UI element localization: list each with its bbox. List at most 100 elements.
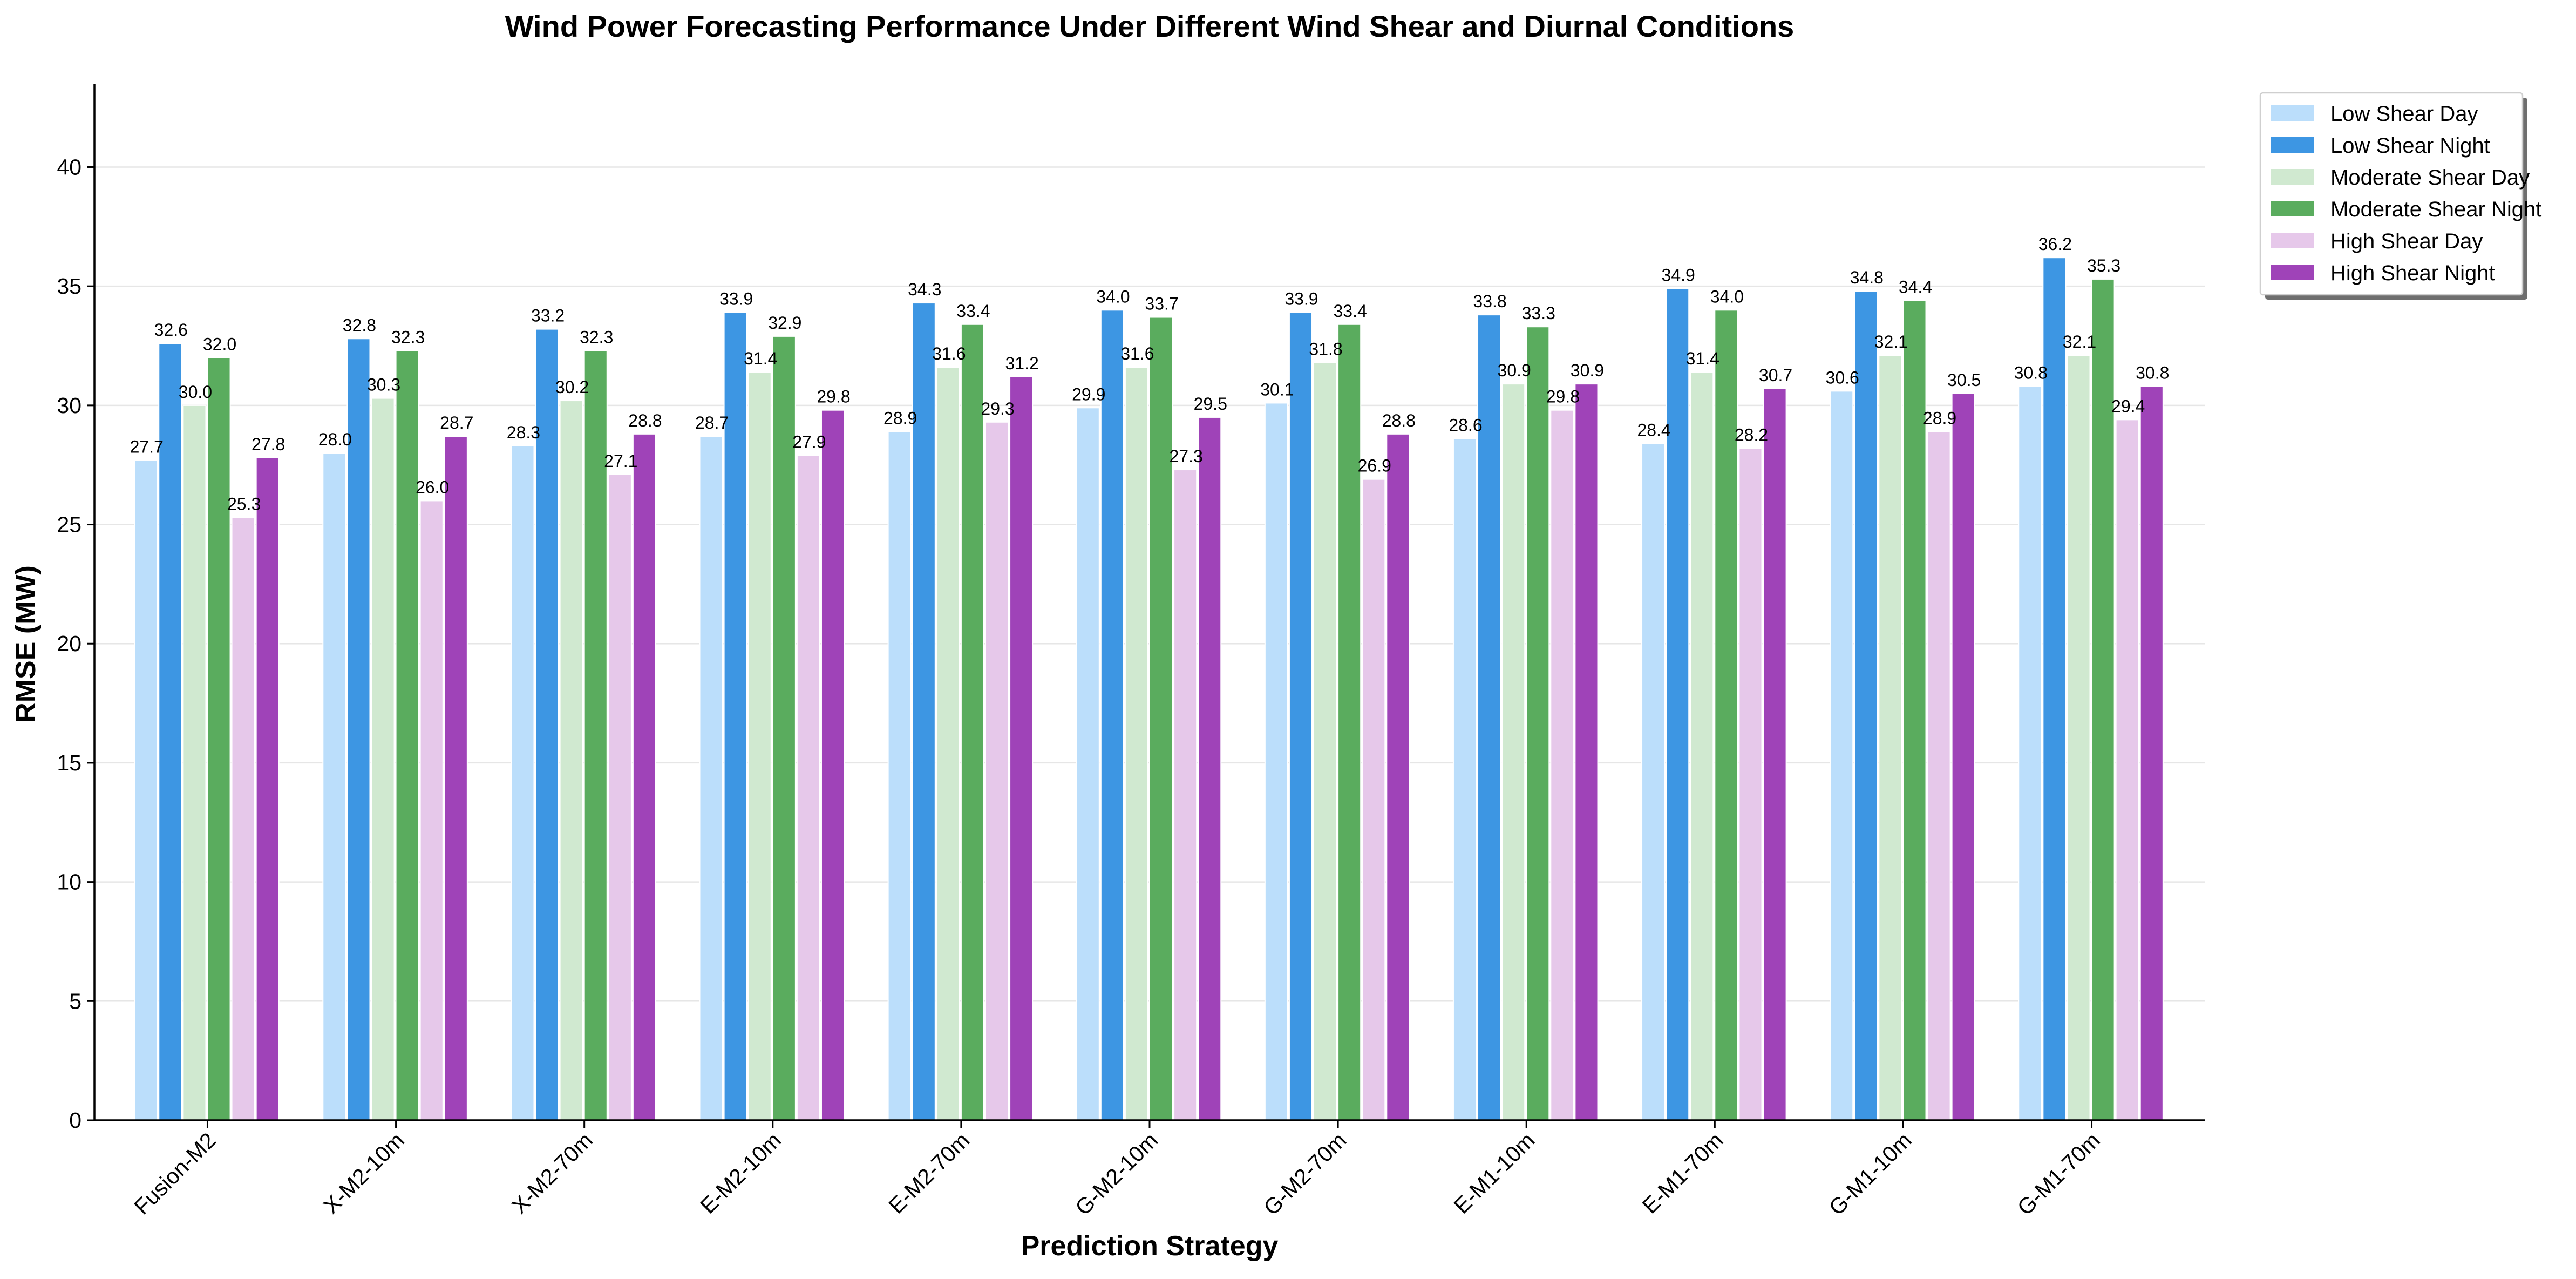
bar	[1173, 469, 1198, 1121]
bar	[1501, 383, 1526, 1121]
bar	[371, 397, 395, 1121]
bar	[1313, 362, 1337, 1121]
data-label: 32.3	[391, 327, 425, 347]
data-label: 33.8	[1473, 292, 1506, 311]
bar	[1854, 290, 1878, 1121]
legend: Low Shear Day Low Shear Night Moderate She…	[2259, 92, 2541, 300]
data-label: 34.4	[1899, 278, 1932, 297]
data-label: 29.5	[1194, 394, 1227, 414]
data-label: 32.9	[768, 313, 801, 333]
data-label: 28.8	[628, 411, 662, 430]
y-tick-label: 30	[57, 393, 81, 418]
data-label: 25.3	[227, 494, 261, 513]
data-label: 28.4	[1637, 420, 1670, 439]
data-label: 28.7	[440, 413, 473, 432]
bar	[1902, 300, 1927, 1121]
bar	[134, 459, 158, 1121]
data-label: 30.2	[555, 377, 589, 397]
bar	[984, 421, 1009, 1121]
bar	[1477, 314, 1501, 1121]
data-label: 32.3	[580, 327, 613, 347]
bar	[632, 433, 656, 1121]
bar	[1878, 355, 1902, 1121]
data-label: 29.4	[2111, 396, 2145, 416]
data-label: 30.7	[1759, 366, 1792, 385]
bar	[1714, 309, 1738, 1121]
data-label: 27.7	[130, 437, 164, 456]
data-label: 31.4	[744, 349, 777, 368]
y-tick-label: 25	[57, 512, 81, 537]
chart-title: Wind Power Forecasting Performance Under…	[505, 9, 1795, 43]
bar	[255, 457, 280, 1121]
data-label: 28.8	[1382, 411, 1416, 430]
legend-label: High Shear Day	[2330, 229, 2483, 253]
y-tick-label: 20	[57, 631, 81, 656]
bar	[772, 335, 796, 1121]
bar	[583, 350, 608, 1121]
data-label: 32.0	[203, 335, 236, 354]
data-label: 34.9	[1662, 266, 1695, 285]
data-labels: 27.7 32.6 30.0 32.0 25.3 27.8 28.0 32.8 30.3 32.3…	[130, 234, 2170, 513]
data-label: 32.1	[2063, 332, 2096, 351]
y-tick-label: 5	[69, 989, 81, 1013]
y-tick-label: 35	[57, 274, 81, 299]
bar	[535, 328, 559, 1121]
bar	[182, 404, 207, 1121]
legend-label: High Shear Night	[2330, 261, 2495, 285]
bar	[207, 357, 231, 1121]
bar	[2115, 419, 2139, 1121]
data-label: 30.8	[2136, 363, 2169, 383]
x-tick-label: E-M2-70m	[883, 1128, 974, 1219]
data-label: 29.3	[981, 399, 1014, 418]
data-label: 31.6	[932, 344, 966, 363]
bar	[2042, 257, 2067, 1121]
bar	[887, 431, 912, 1121]
bar	[395, 350, 419, 1121]
data-label: 35.3	[2087, 256, 2120, 275]
bar	[1362, 478, 1386, 1121]
data-label: 31.2	[1005, 354, 1038, 373]
bar	[608, 473, 632, 1121]
data-label: 33.3	[1522, 303, 1555, 323]
y-axis-label: RMSE (MW)	[10, 565, 42, 723]
bar	[1009, 376, 1034, 1121]
bar	[419, 500, 444, 1121]
bar	[747, 371, 772, 1121]
data-label: 32.8	[343, 315, 376, 335]
bar	[1452, 438, 1477, 1121]
data-label: 27.8	[252, 435, 285, 454]
data-label: 27.9	[792, 432, 826, 452]
data-label: 28.9	[883, 408, 917, 428]
data-label: 28.2	[1735, 425, 1768, 444]
data-label: 34.8	[1850, 268, 1884, 287]
data-label: 30.9	[1571, 361, 1604, 380]
x-tick-label: E-M1-10m	[1449, 1128, 1540, 1219]
legend-swatch	[2271, 233, 2314, 248]
bar	[960, 323, 984, 1121]
data-label: 33.7	[1145, 294, 1178, 314]
bar	[699, 436, 723, 1121]
bar	[444, 436, 468, 1121]
bar	[1550, 409, 1574, 1121]
data-label: 31.6	[1120, 344, 1154, 363]
data-label: 28.7	[695, 413, 729, 432]
bar	[322, 452, 346, 1121]
y-tick-label: 0	[69, 1108, 81, 1133]
bar	[723, 312, 747, 1121]
data-label: 28.3	[507, 423, 540, 442]
legend-swatch	[2271, 201, 2314, 216]
x-tick-label: E-M2-10m	[695, 1128, 786, 1219]
data-label: 30.3	[367, 375, 400, 395]
bar	[936, 367, 960, 1121]
bar	[1100, 309, 1124, 1121]
data-label: 27.1	[604, 451, 637, 471]
bar	[1574, 383, 1599, 1121]
bar	[1526, 326, 1550, 1121]
data-label: 30.8	[2014, 363, 2048, 383]
x-tick-label: G-M1-70m	[2013, 1128, 2105, 1220]
data-label: 33.9	[719, 289, 753, 309]
x-tick-label: X-M2-70m	[507, 1128, 597, 1219]
bar	[1830, 390, 1854, 1121]
